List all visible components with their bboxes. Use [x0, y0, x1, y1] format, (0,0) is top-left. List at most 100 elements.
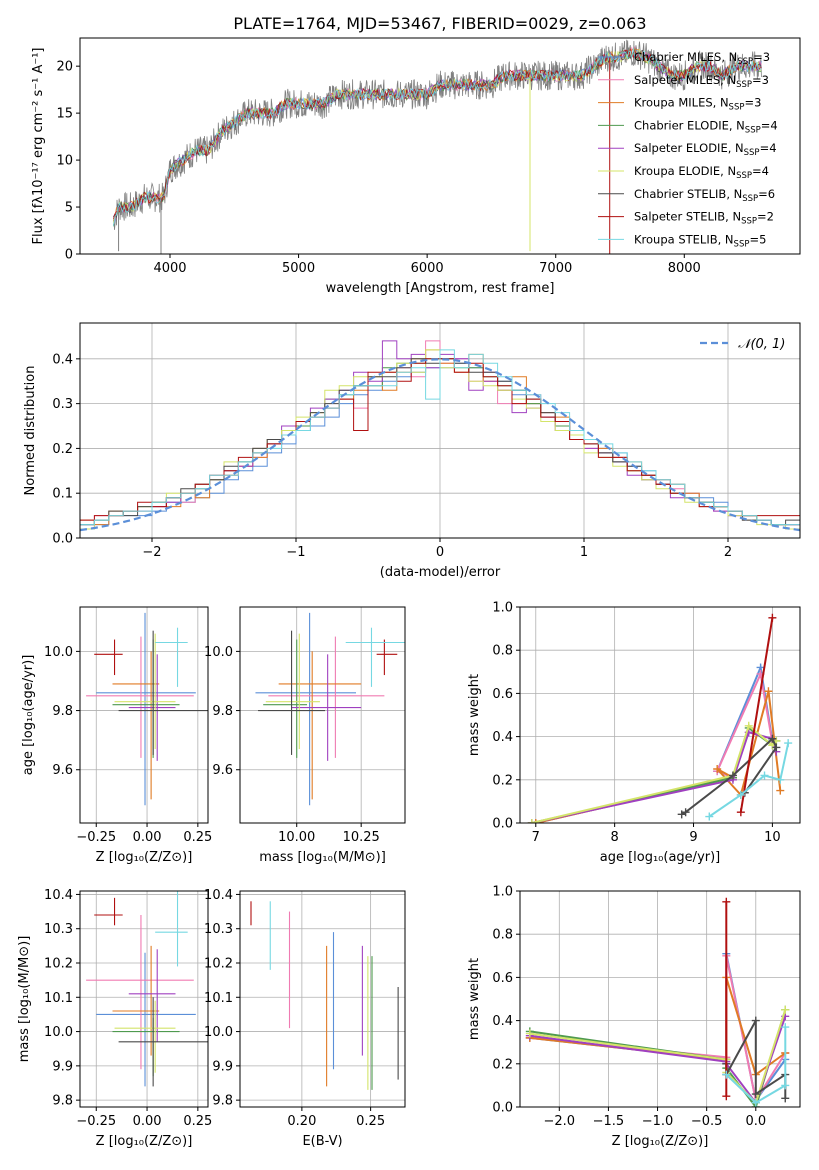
- x-tick-label: 4000: [153, 261, 186, 276]
- y-tick-label: 0: [65, 248, 73, 263]
- y-tick-label: 0.2: [492, 773, 513, 788]
- x-tick-label: 2: [724, 545, 732, 560]
- plot-area: [86, 891, 208, 1087]
- x-tick-label: 10: [764, 830, 781, 845]
- weight-marker-kroupa_stelib: [781, 1081, 790, 1090]
- axes-frame: [79, 606, 209, 824]
- x-tick-label: 6000: [411, 261, 444, 276]
- x-tick-label: 0.20: [287, 1114, 316, 1129]
- y-tick-label: 9.8: [212, 1094, 233, 1109]
- weight-marker-chabrier_stelib: [751, 1090, 760, 1099]
- weight-marker-kroupa_stelib: [776, 775, 785, 784]
- y-tick-label: 10.1: [204, 991, 233, 1006]
- x-tick-label: 0.0: [745, 1114, 766, 1129]
- x-tick-label: −2.0: [544, 1114, 576, 1129]
- x-tick-label: 7: [532, 830, 540, 845]
- y-tick-label: 10: [56, 154, 73, 169]
- y-tick-label: 15: [56, 107, 73, 122]
- weight-marker-kroupa_elodie: [525, 1029, 534, 1038]
- x-tick-label: 7000: [539, 261, 572, 276]
- weight-marker-kroupa_stelib: [781, 1023, 790, 1032]
- legend-label-kroupa_elodie: Kroupa ELODIE, NSSP=4: [634, 164, 769, 181]
- y-tick-label: 9.6: [52, 763, 73, 778]
- normal-curve: [80, 358, 800, 532]
- x-tick-label: −0.25: [76, 830, 116, 845]
- y-axis-label: mass weight: [467, 958, 482, 1040]
- legend-label-chabrier_elodie: Chabrier ELODIE, NSSP=4: [634, 118, 778, 135]
- x-tick-label: −1: [286, 545, 305, 560]
- weight-marker-salpeter_stelib: [768, 613, 777, 622]
- residuals-panel: −2 −1 0 1 2 0.0 0.1 0.2 0.3 0.4 (data-model)/error…: [23, 322, 801, 580]
- weight-marker-kroupa_stelib: [760, 771, 769, 780]
- x-tick-label: −0.25: [76, 1114, 116, 1129]
- legend-label-salpeter_miles: Salpeter MILES, NSSP=3: [634, 73, 769, 90]
- legend-label-chabrier_miles: Chabrier MILES, NSSP=3: [634, 50, 770, 67]
- plot-area: [80, 340, 800, 532]
- x-axis-label: wavelength [Angstrom, rest frame]: [326, 281, 555, 296]
- x-axis-label: Z [log₁₀(Z/Z⊙)]: [612, 1134, 709, 1149]
- weight-marker-kroupa_elodie: [781, 1005, 790, 1014]
- y-axis-label: Flux [fλ10⁻¹⁷ erg cm⁻² s⁻¹ A⁻¹]: [31, 48, 46, 245]
- y-tick-label: 0.0: [492, 1101, 513, 1116]
- spectrum-panel: 4000 5000 6000 7000 8000 0 5 10 15 20 wavelength […: [31, 37, 801, 296]
- y-tick-label: 0.8: [492, 928, 513, 943]
- x-tick-label: 8: [611, 830, 619, 845]
- axes-frame: [79, 890, 209, 1108]
- y-tick-label: 9.9: [52, 1059, 73, 1074]
- x-tick-label: 0.25: [183, 830, 212, 845]
- y-tick-label: 0.6: [492, 687, 513, 702]
- y-tick-label: 10.1: [44, 991, 73, 1006]
- y-tick-label: 10.0: [204, 645, 233, 660]
- weight-marker-salpeter_stelib: [722, 897, 731, 906]
- y-tick-label: 0.2: [492, 1057, 513, 1072]
- ebv-panel: 0.20 0.25 9.8 9.9 10.0 10.1 10.2 10.3 10.4 E(B-V): [204, 888, 406, 1149]
- weight-marker-kroupa_stelib: [736, 790, 745, 799]
- z-weights-panel: −2.0 −1.5 −1.0 −0.5 0.0 0.0 0.2 0.4 0.6 0.8 1.0 Z […: [467, 885, 801, 1149]
- y-tick-label: 0.0: [52, 532, 73, 547]
- weight-marker-kroupa_stelib: [722, 1070, 731, 1079]
- axes-frame: [79, 37, 801, 255]
- y-tick-label: 20: [56, 60, 73, 75]
- weight-line-salpeter_stelib: [739, 617, 774, 813]
- weight-marker-kroupa_elodie: [744, 721, 753, 730]
- weight-marker-chabrier_stelib: [772, 743, 781, 752]
- weight-marker-chabrier_stelib: [781, 1094, 790, 1103]
- axes-frame: [239, 890, 406, 1108]
- x-tick-label: 0: [436, 545, 444, 560]
- y-tick-label: 10.4: [204, 888, 233, 903]
- y-tick-label: 10.2: [44, 957, 73, 972]
- y-tick-label: 0.4: [492, 1014, 513, 1029]
- plot-area: [250, 901, 399, 1090]
- y-tick-label: 5: [65, 201, 73, 216]
- y-axis-label: mass [log₁₀(M/M⊙)]: [17, 936, 32, 1063]
- legend-label-kroupa_stelib: Kroupa STELIB, NSSP=5: [634, 232, 766, 249]
- x-tick-label: 0.00: [133, 1114, 162, 1129]
- x-axis-label: E(B-V): [302, 1134, 342, 1149]
- observed-spectrum-line: [113, 39, 762, 230]
- y-tick-label: 0.4: [492, 730, 513, 745]
- y-tick-label: 1.0: [492, 601, 513, 616]
- x-tick-label: −1.0: [642, 1114, 674, 1129]
- x-tick-label: 0.00: [133, 830, 162, 845]
- weight-marker-kroupa_stelib: [784, 739, 793, 748]
- weight-marker-chabrier_stelib: [768, 734, 777, 743]
- legend-label-salpeter_stelib: Salpeter STELIB, NSSP=2: [634, 210, 774, 227]
- weight-marker-chabrier_stelib: [681, 808, 690, 817]
- legend-label-salpeter_elodie: Salpeter ELODIE, NSSP=4: [634, 141, 777, 158]
- mass-vs-z-panel: −0.25 0.00 0.25 9.8 9.9 10.0 10.1 10.2 10.3 10.4 Z…: [17, 888, 212, 1149]
- weight-marker-salpeter_stelib: [736, 808, 745, 817]
- weight-marker-kroupa_miles: [531, 819, 540, 823]
- y-tick-label: 0.8: [492, 644, 513, 659]
- z-vs-age-panel: −0.25 0.00 0.25 9.6 9.8 10.0 Z [log₁₀(Z/Z⊙)] ag…: [21, 606, 212, 865]
- y-tick-label: 9.8: [52, 1094, 73, 1109]
- weight-marker-kroupa_miles: [764, 687, 773, 696]
- model-spectrum-kroupa_stelib: [113, 48, 762, 226]
- x-tick-label: 10.00: [278, 830, 315, 845]
- x-tick-label: 8000: [668, 261, 701, 276]
- y-axis-label: Normed distribution: [23, 366, 38, 496]
- y-tick-label: 0.4: [52, 352, 73, 367]
- y-tick-label: 10.0: [44, 645, 73, 660]
- plot-area: [525, 897, 790, 1107]
- y-tick-label: 10.4: [44, 888, 73, 903]
- axes-frame: [239, 606, 406, 824]
